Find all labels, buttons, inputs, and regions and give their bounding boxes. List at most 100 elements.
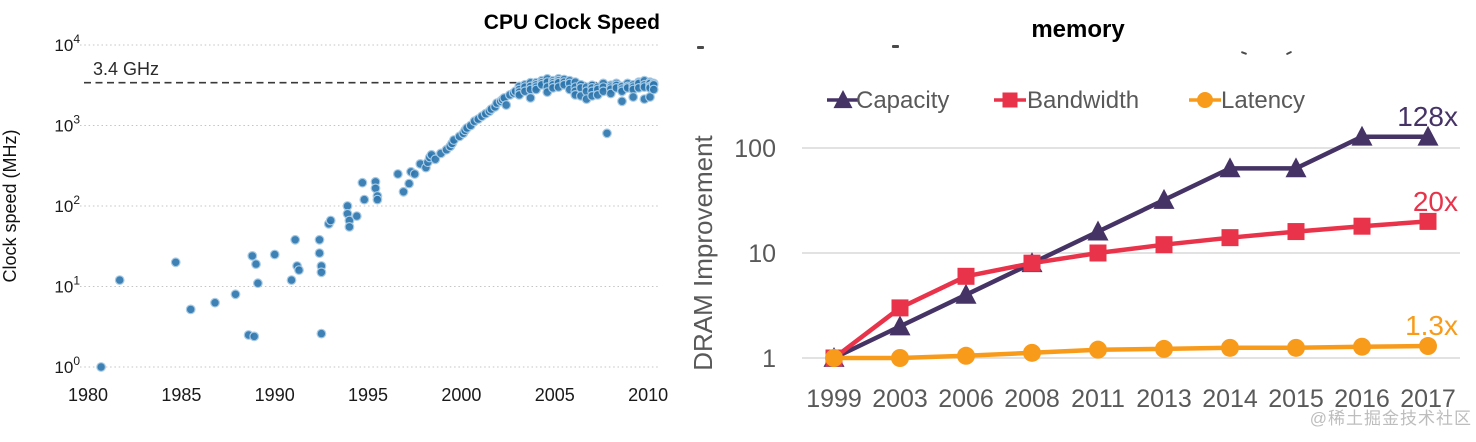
memory-chart-x-axis: 1999 2003 2006 2008 2011 2013 2014 2015 2016 2017 — [806, 385, 1456, 413]
capacity-marker — [889, 315, 911, 336]
ghz-annotation-label: 3.4 GHz — [93, 59, 159, 79]
memory-chart-end-labels: 128x 20x 1.3x — [1397, 101, 1458, 341]
scatter-point — [525, 92, 536, 103]
scatter-point — [357, 177, 368, 188]
scatter-point — [325, 215, 336, 226]
scatter-point — [617, 96, 627, 107]
scatter-point — [602, 128, 612, 139]
scatter-point — [648, 84, 659, 95]
series-end-label: 1.3x — [1405, 310, 1458, 341]
cpu-chart-title: CPU Clock Speed — [484, 11, 660, 34]
y-tick-label: 103 — [54, 113, 80, 136]
x-tick-label: 2010 — [628, 385, 668, 405]
x-tick-label: 2013 — [1136, 385, 1192, 413]
latency-marker — [1089, 340, 1107, 359]
capacity-marker — [1351, 125, 1373, 146]
bandwidth-marker — [1287, 223, 1305, 241]
capacity-marker — [1219, 157, 1241, 178]
x-tick-label: 2015 — [1268, 385, 1324, 413]
scatter-point — [210, 297, 220, 308]
bandwidth-marker — [1155, 236, 1173, 254]
memory-chart-title: memory — [1031, 16, 1125, 43]
cpu-chart-y-axis-title: Clock speed (MHz) — [0, 129, 20, 282]
scatter-point — [114, 275, 125, 286]
latency-marker — [825, 349, 843, 367]
legend-item-bandwidth: Bandwidth — [994, 87, 1139, 114]
cropped-text-artifact — [697, 46, 704, 49]
latency-marker — [1155, 339, 1173, 358]
cpu-clock-speed-chart: 100 101 102 103 104 1980 1985 1990 1995 2000 2005… — [0, 11, 668, 405]
scatter-point — [351, 211, 362, 222]
scatter-point — [247, 250, 258, 261]
bandwidth-marker — [1023, 254, 1041, 272]
scatter-point — [269, 249, 280, 260]
series-end-label: 128x — [1397, 101, 1458, 132]
scatter-point — [314, 248, 325, 259]
y-tick-label: 101 — [54, 274, 80, 297]
legend-item-latency: Latency — [1189, 87, 1305, 114]
scatter-point — [314, 234, 325, 245]
bandwidth-marker-icon — [1002, 92, 1018, 108]
bandwidth-marker — [957, 267, 975, 285]
x-tick-label: 2016 — [1334, 385, 1390, 413]
y-tick-label: 104 — [54, 32, 80, 55]
bandwidth-marker — [1419, 212, 1437, 230]
scatter-point — [251, 259, 261, 270]
scatter-point — [359, 194, 370, 205]
scatter-point — [393, 169, 403, 179]
x-tick-label: 2005 — [535, 385, 575, 405]
scatter-point — [372, 194, 383, 205]
bandwidth-marker — [1353, 217, 1371, 235]
legend-label: Latency — [1221, 87, 1305, 114]
x-tick-label: 1990 — [255, 385, 295, 405]
memory-chart-y-axis-title: DRAM Improvement — [690, 134, 718, 370]
x-tick-label: 2000 — [441, 385, 481, 405]
scatter-point — [404, 178, 415, 189]
scatter-point — [96, 362, 106, 372]
latency-marker-icon — [1197, 92, 1213, 108]
x-tick-label: 2011 — [1071, 385, 1125, 413]
latency-marker — [891, 349, 909, 367]
x-tick-label: 2006 — [938, 385, 994, 413]
memory-chart: 1 10 100 1999 2003 2006 2008 2011 2013 2014 2015 2… — [690, 16, 1460, 413]
series-end-label: 20x — [1413, 186, 1458, 217]
scatter-point — [294, 265, 304, 276]
capacity-marker — [1285, 157, 1307, 178]
bandwidth-line — [832, 219, 1429, 360]
scatter-point — [409, 169, 420, 179]
scatter-point — [290, 234, 301, 245]
y-tick-label: 102 — [54, 193, 80, 216]
cropped-text-artifact — [892, 45, 899, 48]
memory-chart-series — [823, 125, 1439, 367]
x-tick-label: 1995 — [348, 385, 388, 405]
x-tick-label: 2014 — [1202, 385, 1258, 413]
x-tick-label: 2003 — [872, 385, 928, 413]
cpu-chart-scatter-points — [96, 73, 659, 372]
bandwidth-marker — [891, 299, 909, 317]
x-tick-label: 1985 — [161, 385, 201, 405]
scatter-point — [501, 100, 512, 110]
bandwidth-marker — [1221, 229, 1239, 247]
x-tick-label: 2008 — [1004, 385, 1060, 413]
memory-chart-legend: Capacity Bandwidth Latency — [827, 87, 1305, 114]
capacity-line — [833, 134, 1428, 361]
scatter-point — [628, 92, 639, 102]
capacity-marker — [1087, 220, 1109, 241]
scatter-point — [252, 278, 263, 289]
legend-label: Bandwidth — [1027, 87, 1139, 114]
latency-line — [834, 343, 1429, 361]
scatter-point — [170, 257, 181, 268]
capacity-marker — [955, 283, 977, 304]
cpu-chart-x-axis: 1980 1985 1990 1995 2000 2005 2010 — [68, 385, 668, 405]
x-tick-label: 2017 — [1400, 385, 1456, 413]
y-tick-label: 10 — [748, 240, 776, 268]
latency-marker — [1353, 337, 1371, 356]
scatter-point — [286, 275, 297, 286]
latency-marker — [1221, 338, 1239, 357]
scatter-point — [230, 289, 241, 300]
scatter-point — [316, 328, 327, 339]
capacity-marker-icon — [833, 90, 853, 109]
scatter-point — [430, 154, 441, 165]
bandwidth-marker — [1089, 244, 1107, 262]
